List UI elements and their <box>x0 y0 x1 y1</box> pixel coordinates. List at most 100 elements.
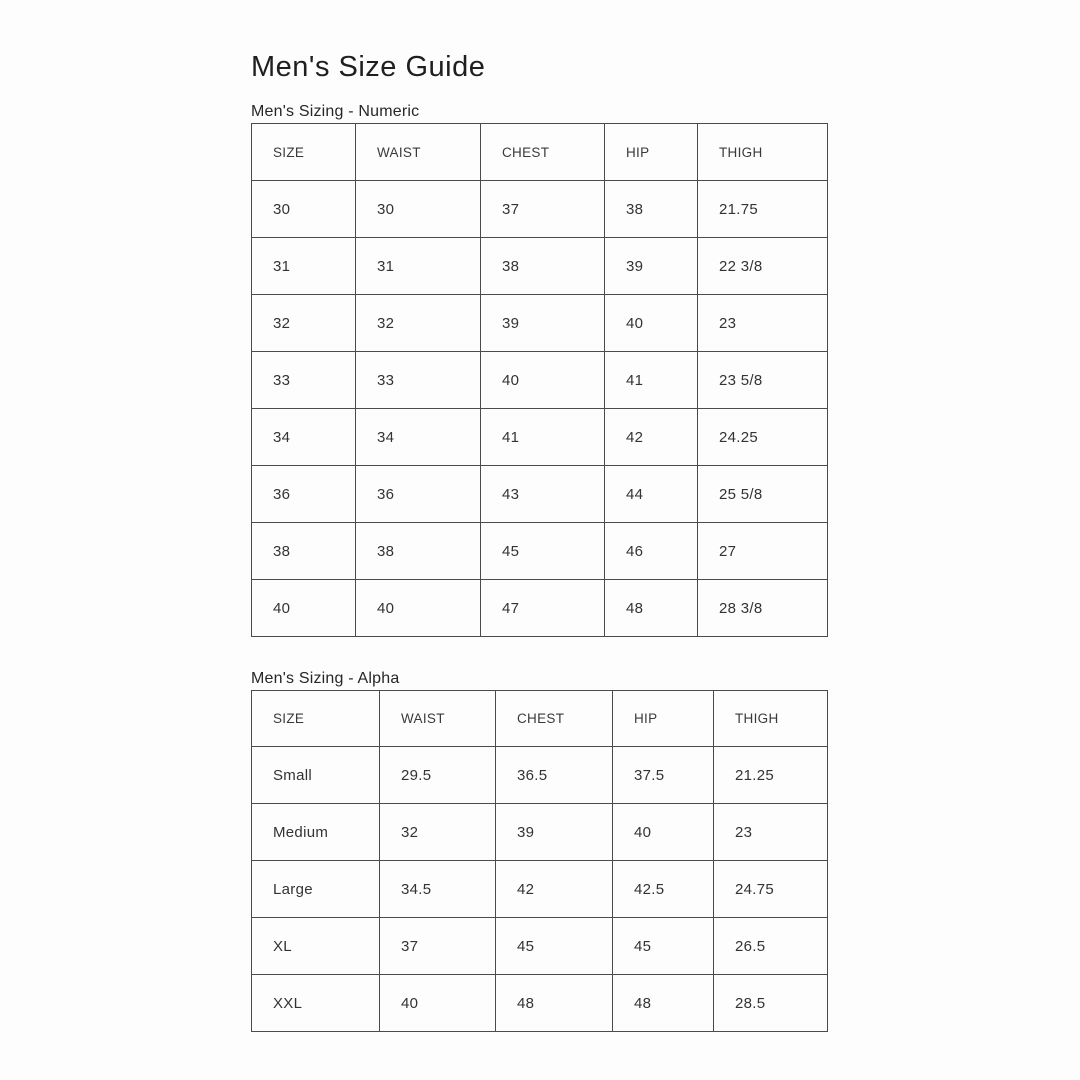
table-cell: 34.5 <box>379 860 496 918</box>
table-row: 31 31 38 39 22 3/8 <box>251 237 828 295</box>
table-cell: XXL <box>251 974 380 1032</box>
table-cell: Large <box>251 860 380 918</box>
alpha-sizing-table: SIZE WAIST CHEST HIP THIGH Small 29.5 36.5 37.5… <box>251 690 828 1032</box>
table-cell: 38 <box>480 237 605 295</box>
header-row: SIZE WAIST CHEST HIP THIGH <box>251 123 828 181</box>
table-cell: 38 <box>251 522 356 580</box>
alpha-sizing-section: Men's Sizing - Alpha SIZE WAIST CHEST HIP TH… <box>251 670 828 1032</box>
table-cell: XL <box>251 917 380 975</box>
header-row: SIZE WAIST CHEST HIP THIGH <box>251 690 828 747</box>
table-row: 30 30 37 38 21.75 <box>251 180 828 238</box>
table-cell: 21.25 <box>713 746 828 804</box>
numeric-sizing-table: SIZE WAIST CHEST HIP THIGH 30 30 37 38 21.75 31 31… <box>251 123 828 637</box>
table-cell: 36 <box>251 465 356 523</box>
table-cell: 42 <box>495 860 613 918</box>
table-cell: 40 <box>251 579 356 637</box>
table-cell: Medium <box>251 803 380 861</box>
table-cell: 28 3/8 <box>697 579 828 637</box>
table-cell: 40 <box>480 351 605 409</box>
table-header-row: SIZE WAIST CHEST HIP THIGH <box>251 123 828 181</box>
table-cell: 40 <box>355 579 481 637</box>
table-cell: 34 <box>355 408 481 466</box>
table-cell: 37.5 <box>612 746 714 804</box>
table-row: Large 34.5 42 42.5 24.75 <box>251 860 828 918</box>
table-row: 38 38 45 46 27 <box>251 522 828 580</box>
table-cell: 38 <box>604 180 698 238</box>
table-cell: 31 <box>355 237 481 295</box>
table-cell: 41 <box>604 351 698 409</box>
page-title: Men's Size Guide <box>251 51 486 83</box>
table-cell: 34 <box>251 408 356 466</box>
table-cell: 24.25 <box>697 408 828 466</box>
table-cell: 45 <box>495 917 613 975</box>
table-cell: 48 <box>612 974 714 1032</box>
table-cell: 26.5 <box>713 917 828 975</box>
table-cell: 28.5 <box>713 974 828 1032</box>
table-cell: 46 <box>604 522 698 580</box>
numeric-table-caption: Men's Sizing - Numeric <box>251 103 420 120</box>
table-cell: 33 <box>251 351 356 409</box>
table-cell: 40 <box>604 294 698 352</box>
table-cell: 40 <box>379 974 496 1032</box>
table-cell: 48 <box>604 579 698 637</box>
column-header: HIP <box>612 690 714 747</box>
table-cell: 38 <box>355 522 481 580</box>
page-content: Men's Size Guide Men's Sizing - Numeric … <box>251 0 828 1032</box>
column-header: HIP <box>604 123 698 181</box>
table-cell: 39 <box>480 294 605 352</box>
table-cell: Small <box>251 746 380 804</box>
table-cell: 21.75 <box>697 180 828 238</box>
table-cell: 42 <box>604 408 698 466</box>
table-row: 40 40 47 48 28 3/8 <box>251 579 828 637</box>
table-cell: 33 <box>355 351 481 409</box>
table-cell: 42.5 <box>612 860 714 918</box>
column-header: WAIST <box>379 690 496 747</box>
alpha-table-caption: Men's Sizing - Alpha <box>251 670 400 687</box>
table-cell: 41 <box>480 408 605 466</box>
table-cell: 36.5 <box>495 746 613 804</box>
table-cell: 32 <box>251 294 356 352</box>
table-cell: 23 <box>697 294 828 352</box>
column-header: CHEST <box>495 690 613 747</box>
table-header-row: SIZE WAIST CHEST HIP THIGH <box>251 690 828 747</box>
table-cell: 39 <box>495 803 613 861</box>
table-cell: 47 <box>480 579 605 637</box>
numeric-sizing-section: Men's Sizing - Numeric SIZE WAIST CHEST HIP… <box>251 103 828 637</box>
table-cell: 22 3/8 <box>697 237 828 295</box>
table-cell: 23 5/8 <box>697 351 828 409</box>
table-cell: 37 <box>480 180 605 238</box>
column-header: CHEST <box>480 123 605 181</box>
column-header: WAIST <box>355 123 481 181</box>
table-row: Small 29.5 36.5 37.5 21.25 <box>251 746 828 804</box>
column-header: SIZE <box>251 690 380 747</box>
table-row: 32 32 39 40 23 <box>251 294 828 352</box>
table-row: 33 33 40 41 23 5/8 <box>251 351 828 409</box>
table-body: Small 29.5 36.5 37.5 21.25 Medium 32 39 40 23 Larg… <box>251 746 828 1032</box>
table-cell: 32 <box>355 294 481 352</box>
column-header: THIGH <box>713 690 828 747</box>
table-cell: 25 5/8 <box>697 465 828 523</box>
table-row: XXL 40 48 48 28.5 <box>251 974 828 1032</box>
column-header: SIZE <box>251 123 356 181</box>
column-header: THIGH <box>697 123 828 181</box>
table-cell: 29.5 <box>379 746 496 804</box>
table-row: Medium 32 39 40 23 <box>251 803 828 861</box>
table-cell: 37 <box>379 917 496 975</box>
table-cell: 40 <box>612 803 714 861</box>
table-cell: 39 <box>604 237 698 295</box>
table-cell: 31 <box>251 237 356 295</box>
table-cell: 23 <box>713 803 828 861</box>
table-cell: 45 <box>480 522 605 580</box>
table-cell: 27 <box>697 522 828 580</box>
table-row: 36 36 43 44 25 5/8 <box>251 465 828 523</box>
table-cell: 36 <box>355 465 481 523</box>
table-cell: 43 <box>480 465 605 523</box>
table-row: XL 37 45 45 26.5 <box>251 917 828 975</box>
table-row: 34 34 41 42 24.25 <box>251 408 828 466</box>
table-cell: 32 <box>379 803 496 861</box>
table-cell: 45 <box>612 917 714 975</box>
table-cell: 30 <box>355 180 481 238</box>
table-body: 30 30 37 38 21.75 31 31 38 39 22 3/8 32 32 39 40 23 33 3… <box>251 180 828 637</box>
table-cell: 24.75 <box>713 860 828 918</box>
